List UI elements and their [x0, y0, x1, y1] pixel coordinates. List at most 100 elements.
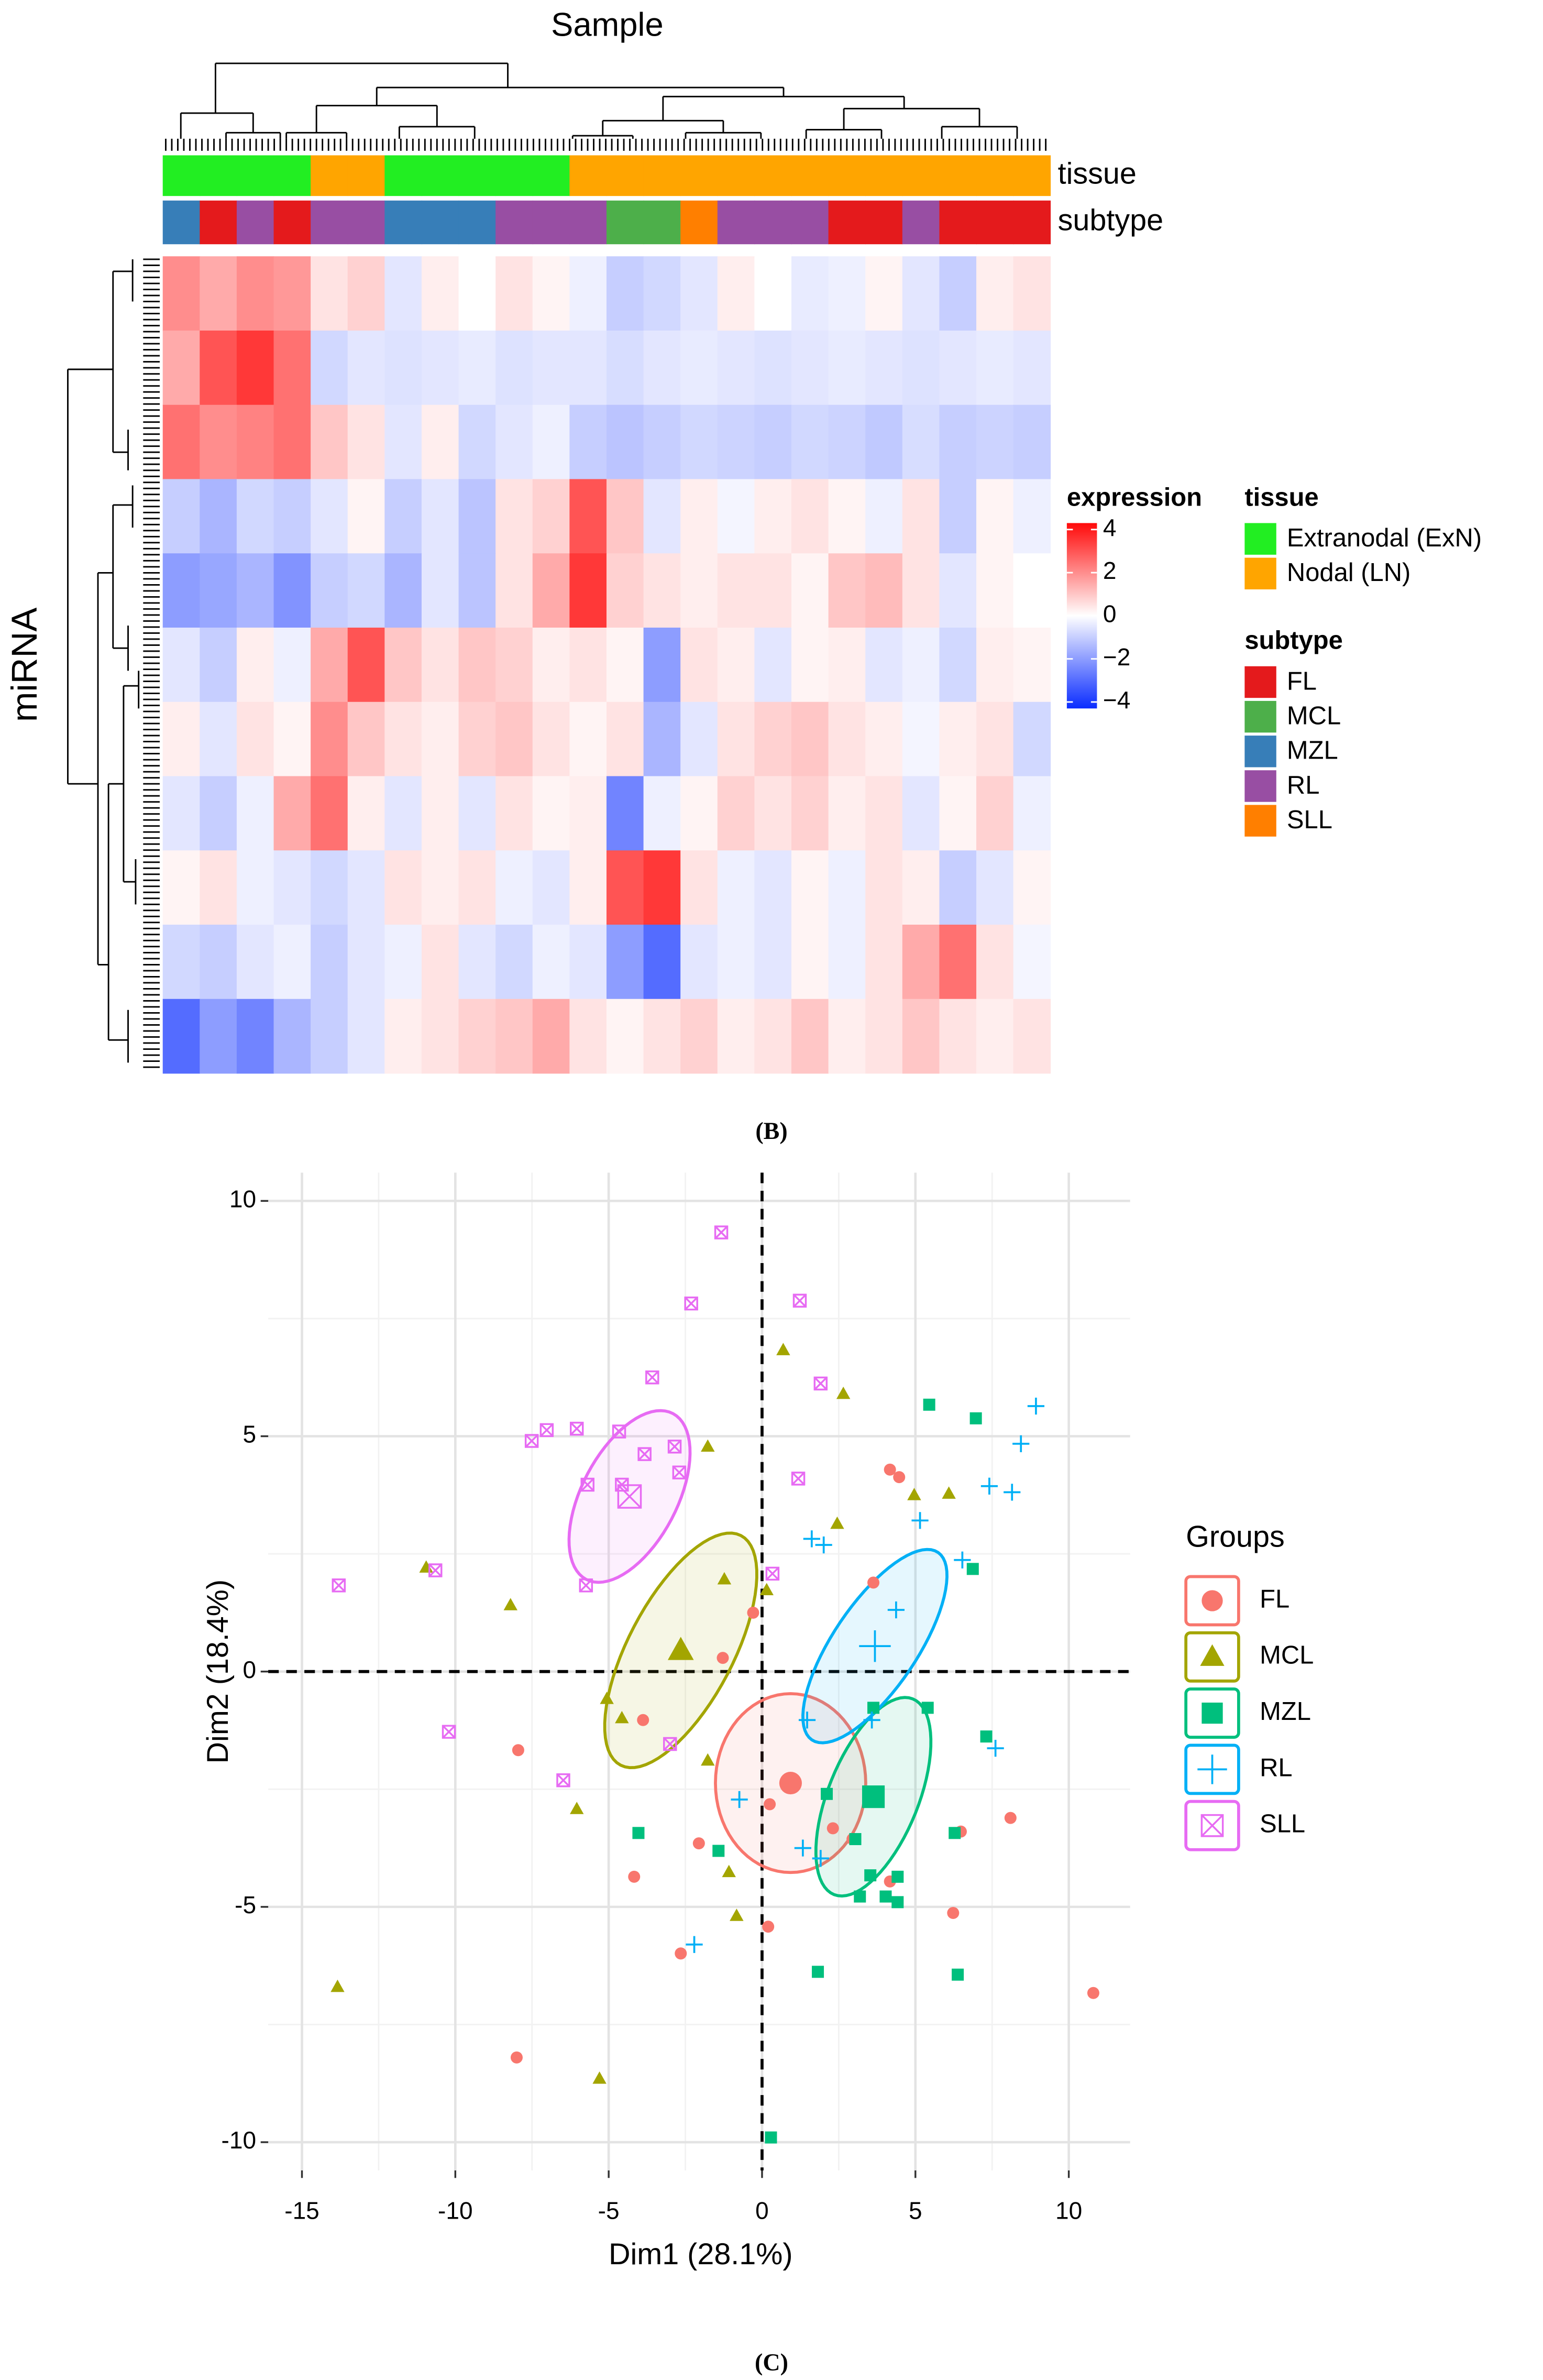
heatmap-cell [754, 404, 792, 480]
heatmap-cell [532, 925, 570, 1000]
point [592, 2071, 607, 2084]
legend-label: SLL [1260, 1810, 1305, 1838]
heatmap-cell [569, 850, 607, 925]
heatmap-cell [902, 776, 940, 851]
point [854, 1890, 866, 1903]
heatmap-cell [606, 256, 644, 331]
heatmap-cell [236, 925, 274, 1000]
point [539, 1423, 554, 1438]
point [712, 1845, 725, 1857]
heatmap-cell [939, 479, 977, 554]
legend-symbol [1202, 1590, 1223, 1611]
heatmap-cell [421, 925, 459, 1000]
point [684, 1296, 698, 1311]
heatmap-cell [754, 999, 792, 1074]
heatmap-cell [569, 330, 607, 405]
heatmap-cell [976, 404, 1014, 480]
legend-label: RL [1260, 1753, 1293, 1782]
annotation-cell [865, 200, 903, 245]
point [1087, 1987, 1099, 1999]
heatmap-cell [458, 404, 497, 480]
legend-symbol [1200, 1814, 1224, 1837]
heatmap-cell [273, 999, 311, 1074]
heatmap-cell [311, 256, 348, 331]
heatmap-cell [495, 850, 533, 925]
heatmap-cell [532, 776, 570, 851]
point [812, 1850, 829, 1867]
heatmap-cell [902, 850, 940, 925]
legend-label: SLL [1287, 806, 1332, 834]
heatmap-cell [569, 925, 607, 1000]
heatmap-cell [754, 776, 792, 851]
point [792, 1293, 807, 1308]
point [864, 1869, 877, 1882]
heatmap-cell [200, 553, 237, 628]
legend-swatch [1244, 523, 1276, 555]
x-tick-label: -10 [438, 2197, 473, 2224]
heatmap-title: Sample [551, 7, 664, 43]
annotation-cell [458, 200, 497, 245]
heatmap-cell [902, 404, 940, 480]
heatmap-cell [200, 330, 237, 405]
legend-label: MZL [1260, 1697, 1311, 1726]
heatmap-cell [532, 256, 570, 331]
heatmap-cell [791, 479, 829, 554]
point [942, 1486, 956, 1499]
legend-title: Groups [1186, 1520, 1285, 1554]
heatmap-cell [273, 776, 311, 851]
heatmap-cell [458, 479, 497, 554]
heatmap-cell [311, 330, 348, 405]
heatmap-cell [311, 701, 348, 777]
legend-swatch [1244, 736, 1276, 767]
heatmap-cell [162, 256, 201, 331]
heatmap-cell [680, 404, 718, 480]
heatmap-cell [273, 479, 311, 554]
annotation-cell [717, 200, 755, 245]
heatmap-cell [458, 628, 497, 703]
heatmap-cell [1013, 925, 1051, 1000]
heatmap-cell [421, 330, 459, 405]
heatmap-cell [569, 999, 607, 1074]
colorbar-tick-label: −4 [1103, 686, 1130, 714]
heatmap-cell [162, 925, 201, 1000]
heatmap-cell [606, 479, 644, 554]
annotation-cell [200, 200, 237, 245]
annotation-cell [680, 200, 718, 245]
heatmap-cell [606, 330, 644, 405]
heatmap-cell [828, 553, 866, 628]
x-tick-label: 10 [1055, 2197, 1082, 2224]
heatmap-cell [717, 479, 755, 554]
heatmap-cell [976, 701, 1014, 777]
heatmap-cell [162, 479, 201, 554]
heatmap-cell [976, 628, 1014, 703]
annotation-cell [606, 200, 644, 245]
colorbar-tick-label: 0 [1103, 600, 1117, 628]
heatmap-cell [606, 628, 644, 703]
point [867, 1576, 880, 1589]
annotation-cell [421, 200, 459, 245]
legend-label: Extranodal (ExN) [1287, 524, 1482, 552]
point [731, 1791, 748, 1808]
annotation-cell [421, 155, 459, 196]
heatmap-cell [643, 628, 681, 703]
heatmap-cell [865, 628, 903, 703]
heatmap-cell [311, 850, 348, 925]
heatmap-cell [347, 256, 385, 331]
annotation-cell [532, 155, 570, 196]
heatmap-cell [421, 256, 459, 331]
point [612, 1424, 626, 1439]
annotation-cell [939, 200, 977, 245]
point [686, 1936, 703, 1953]
annotation-cell [569, 155, 607, 196]
point [879, 1890, 892, 1903]
heatmap-cell [569, 256, 607, 331]
heatmap-cell [939, 776, 977, 851]
heatmap-cell [162, 776, 201, 851]
annotation-cell [976, 200, 1014, 245]
heatmap-cell [384, 628, 422, 703]
point [701, 1753, 715, 1766]
point [923, 1398, 935, 1411]
legend-symbol [1200, 1644, 1225, 1666]
point [907, 1487, 921, 1500]
y-tick-label: -5 [235, 1891, 256, 1918]
